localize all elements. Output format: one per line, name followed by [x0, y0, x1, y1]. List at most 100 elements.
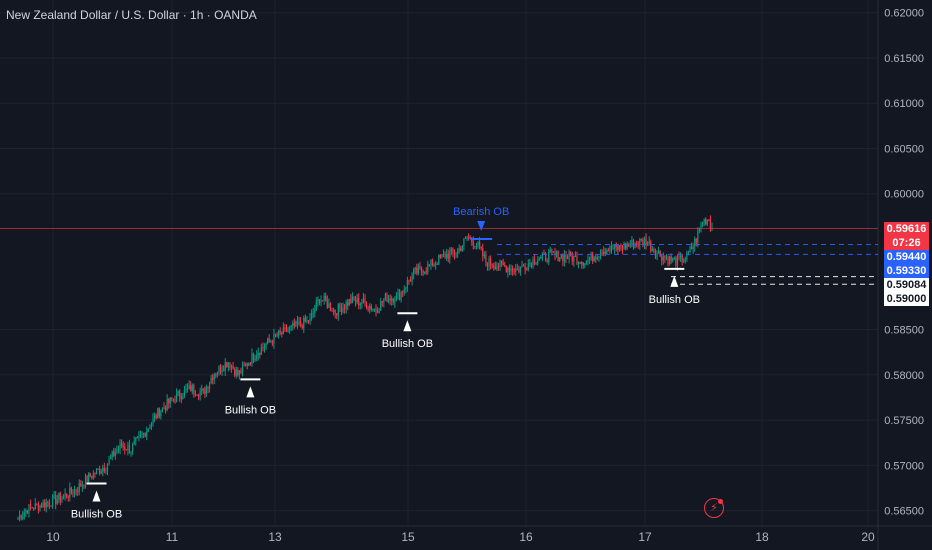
candle-body — [245, 363, 247, 365]
candle-body — [204, 389, 206, 394]
candle-body — [342, 307, 344, 313]
candle-body — [89, 473, 91, 477]
candle-body — [373, 308, 376, 310]
candle-body — [219, 366, 222, 372]
candle-body — [555, 251, 558, 255]
candle-body — [609, 245, 611, 252]
candle-body — [94, 472, 96, 475]
candle-body — [86, 475, 88, 482]
candle-body — [188, 385, 190, 389]
candle-body — [516, 269, 518, 271]
candle-body — [314, 309, 316, 313]
candle-body — [267, 338, 269, 345]
candle-body — [620, 245, 622, 248]
candle-body — [166, 398, 168, 411]
candle-body — [483, 254, 485, 257]
candle-body — [208, 383, 211, 389]
candle-body — [493, 266, 495, 268]
candle-body — [661, 256, 663, 261]
candle-body — [296, 320, 299, 325]
candle-body — [25, 510, 27, 513]
candle-body — [576, 256, 578, 265]
candle-body — [227, 362, 229, 368]
candle-body — [23, 512, 25, 517]
candle-body — [595, 257, 597, 260]
candle-body — [593, 257, 595, 262]
time-tick-label: 17 — [638, 530, 652, 544]
price-tick-label: 0.56500 — [884, 506, 924, 518]
candle-body — [248, 363, 250, 367]
candle-body — [329, 303, 332, 311]
candle-body — [585, 261, 587, 264]
candle-body — [317, 299, 319, 302]
bearish-ob-arrow-icon — [477, 221, 486, 232]
candle-body — [639, 239, 641, 246]
candle-body — [70, 487, 72, 493]
candle-body — [149, 427, 151, 429]
candle-body — [229, 362, 231, 368]
candle-body — [122, 445, 124, 447]
candle-body — [150, 423, 153, 428]
candle-body — [157, 408, 159, 419]
candle-body — [354, 299, 357, 303]
time-tick-label: 18 — [755, 530, 769, 544]
candle-body — [408, 280, 410, 282]
candle-body — [422, 270, 424, 274]
candle-body — [648, 241, 650, 244]
candle-body — [351, 296, 354, 303]
candle-body — [141, 434, 143, 436]
candle-body — [376, 311, 379, 313]
candle-body — [640, 239, 642, 241]
candle-body — [72, 492, 74, 495]
candle-body — [237, 369, 239, 376]
candle-body — [460, 248, 462, 251]
candle-body — [212, 377, 214, 380]
price-tick-label: 0.61000 — [884, 98, 924, 110]
candle-body — [33, 508, 35, 510]
candle-body — [466, 236, 468, 238]
candle-body — [230, 365, 233, 368]
candle-body — [505, 266, 507, 273]
lightning-alert-icon[interactable]: ⚡ — [704, 498, 724, 518]
candle-body — [105, 470, 107, 472]
candle-body — [563, 255, 566, 262]
candle-body — [610, 245, 613, 250]
candle-body — [59, 493, 61, 501]
candle-body — [706, 220, 708, 225]
candle-body — [97, 469, 99, 471]
candle-body — [113, 451, 115, 456]
candle-body — [226, 362, 228, 368]
candle-body — [378, 310, 380, 313]
candle-body — [389, 298, 391, 301]
candle-body — [643, 238, 646, 245]
candle-body — [669, 256, 671, 265]
price-badge: 07:26 — [884, 235, 929, 250]
price-badge: 0.59616 — [884, 221, 929, 236]
candle-body — [552, 251, 555, 253]
candle-body — [621, 247, 624, 250]
candle-body — [709, 220, 712, 229]
candle-body — [417, 266, 419, 274]
candle-body — [111, 451, 113, 457]
candle-body — [625, 243, 627, 249]
candle-body — [568, 252, 570, 259]
candle-body — [147, 428, 149, 432]
candle-body — [543, 252, 545, 254]
candle-body — [615, 244, 617, 247]
candle-body — [39, 505, 41, 511]
candle-body — [634, 243, 636, 248]
candle-body — [651, 249, 653, 251]
candle-body — [130, 451, 132, 453]
candle-body — [45, 502, 47, 508]
candle-body — [243, 364, 245, 366]
candle-body — [73, 490, 76, 495]
candle-body — [47, 502, 49, 504]
price-tick-label: 0.62000 — [884, 8, 924, 20]
candle-body — [306, 320, 308, 322]
candle-body — [566, 258, 569, 260]
candle-body — [692, 246, 694, 249]
candle-body — [179, 391, 181, 398]
candle-body — [502, 262, 504, 266]
candle-body — [678, 256, 680, 258]
